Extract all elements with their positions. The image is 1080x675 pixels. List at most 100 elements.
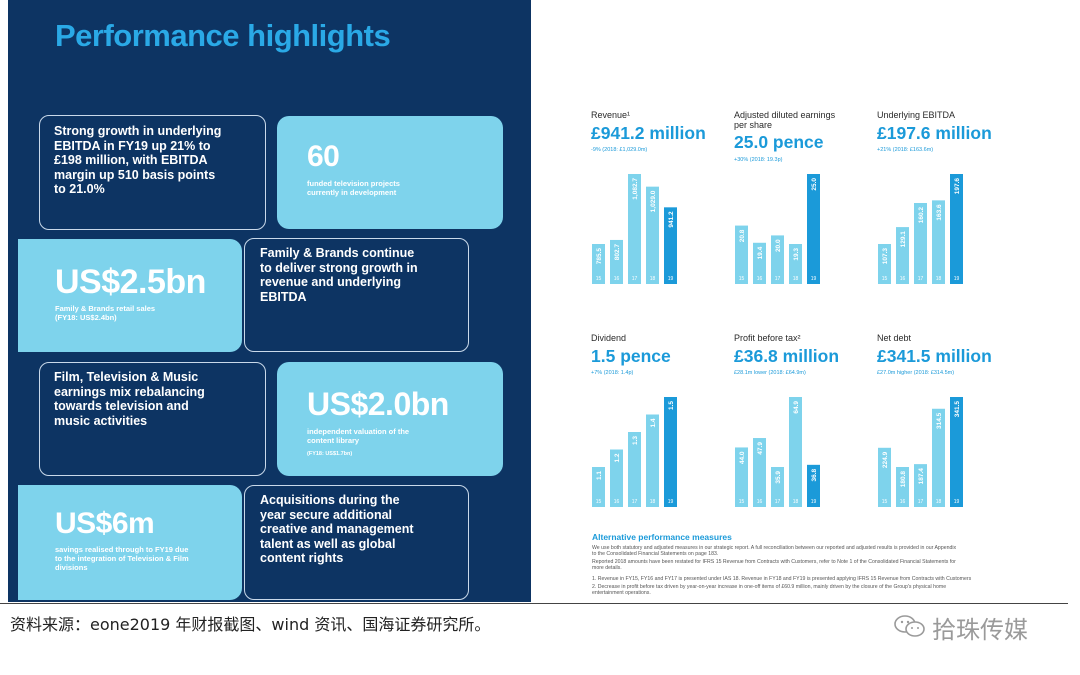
bar (896, 227, 909, 284)
savings-caption: savings realised through to FY19 due to … (55, 545, 189, 572)
acquisitions-text: Acquisitions during the year secure addi… (260, 493, 414, 565)
bar-year-label: 16 (614, 276, 620, 282)
bar-value-label: 1.2 (614, 453, 621, 462)
chart-headline-value: 25.0 pence (734, 132, 824, 152)
chart-change-note: +30% (2018: 19.3p) (734, 157, 783, 163)
chart-title: Underlying EBITDA (877, 110, 956, 120)
bar-current-year (950, 397, 963, 507)
bar-value-label: 1.3 (632, 436, 639, 445)
bar (735, 225, 748, 284)
bar (932, 200, 945, 284)
bar-year-label: 15 (739, 499, 745, 505)
bar-plot: 1.1 15 1.2 16 1.3 17 1.4 18 1.5 19 (592, 397, 677, 507)
bar (878, 244, 891, 284)
ebitda-growth-box: Strong growth in underlying EBITDA in FY… (39, 115, 266, 230)
tv-projects-figure: 60 (307, 140, 340, 173)
chart-headline-value: £341.5 million (877, 346, 992, 366)
bar-year-label: 16 (757, 276, 763, 282)
bar-year-label: 16 (614, 499, 620, 505)
bar-value-label: 187.4 (918, 468, 925, 485)
bar-year-label: 17 (775, 276, 781, 282)
bar-year-label: 19 (811, 499, 817, 505)
bar (628, 174, 641, 284)
tv-projects-box: 60 funded television projects currently … (277, 116, 503, 229)
bar-value-label: 64.9 (793, 401, 800, 414)
bar-value-label: 1,082.7 (632, 178, 639, 200)
chart-headline-value: £197.6 million (877, 123, 992, 143)
bar-value-label: 341.5 (954, 401, 961, 418)
earnings-mix-box: Film, Television & Music earnings mix re… (39, 362, 266, 476)
bar-year-label: 15 (596, 276, 602, 282)
content-library-figure: US$2.0bn (307, 386, 449, 422)
bar-value-label: 19.4 (757, 246, 764, 259)
bar (896, 467, 909, 507)
bar-year-label: 17 (918, 499, 924, 505)
bar (592, 244, 605, 284)
retail-sales-caption: Family & Brands retail sales (FY18: US$2… (55, 304, 156, 322)
bar-value-label: 20.0 (775, 239, 782, 252)
bar-value-label: 20.8 (739, 229, 746, 242)
bar-year-label: 15 (739, 276, 745, 282)
family-brands-text: Family & Brands continue to deliver stro… (260, 246, 418, 304)
bar-value-label: 35.9 (775, 471, 782, 484)
retail-sales-figure: US$2.5bn (55, 263, 206, 301)
chart-headline-value: £36.8 million (734, 346, 840, 366)
bar-year-label: 19 (668, 276, 674, 282)
ebitda-growth-text: Strong growth in underlying EBITDA in FY… (54, 124, 222, 196)
bar-plot: 785.5 15 802.7 16 1,082.7 17 1,029.0 18 941.2 19 (592, 174, 677, 284)
apm-line: to the Consolidated Financial Statements… (592, 551, 719, 557)
bar-value-label: 1.1 (596, 471, 603, 480)
chart-title: Dividend (591, 333, 627, 343)
bar-current-year (950, 174, 963, 284)
savings-figure: US$6m (55, 507, 155, 540)
bar (789, 244, 802, 284)
retail-sales-box: US$2.5bn Family & Brands retail sales (F… (18, 239, 242, 352)
bar-year-label: 18 (650, 276, 656, 282)
chart-change-note: +7% (2018: 1.4p) (591, 370, 634, 376)
bar-year-label: 16 (900, 499, 906, 505)
bar-value-label: 224.9 (882, 451, 889, 468)
chart-title: Profit before tax² (734, 333, 801, 343)
bar (932, 408, 945, 507)
bar (592, 467, 605, 507)
bar-value-label: 107.3 (882, 248, 889, 265)
source-note: 资料来源：eone2019 年财报截图、wind 资讯、国海证券研究所。 (10, 615, 491, 634)
bar-year-label: 18 (793, 276, 799, 282)
bar-value-label: 197.6 (954, 178, 961, 195)
bar-year-label: 19 (954, 499, 960, 505)
bar-current-year (807, 174, 820, 284)
content-library-box: US$2.0bn independent valuation of the co… (277, 362, 503, 476)
bar-year-label: 15 (882, 499, 888, 505)
apm-line: We use both statutory and adjusted measu… (592, 545, 957, 551)
bar-plot: 20.8 15 19.4 16 20.0 17 19.3 18 25.0 19 (735, 174, 820, 284)
bar (646, 186, 659, 284)
bar (753, 242, 766, 284)
content-library-caption: independent valuation of the content lib… (307, 427, 410, 445)
highlights-panel: Performance highlights Strong growth in … (8, 0, 531, 602)
chart-change-note: £27.0m higher (2018: £314.5m) (877, 370, 955, 376)
earnings-mix-text: Film, Television & Music earnings mix re… (54, 370, 205, 428)
chart-change-note: -9% (2018: £1,029.0m) (591, 147, 648, 153)
bar-year-label: 16 (900, 276, 906, 282)
bar-value-label: 180.8 (900, 471, 907, 488)
bar-year-label: 17 (775, 499, 781, 505)
bar-current-year (664, 207, 677, 284)
bar-year-label: 17 (632, 499, 638, 505)
bar-year-label: 18 (650, 499, 656, 505)
chart-headline-value: £941.2 million (591, 123, 706, 143)
bar-year-label: 19 (811, 276, 817, 282)
apm-line: Reported 2018 amounts have been restated… (592, 559, 956, 565)
bar-current-year (807, 464, 820, 507)
bar-value-label: 163.6 (936, 204, 943, 221)
family-brands-box: Family & Brands continue to deliver stro… (244, 238, 469, 352)
bar-value-label: 47.9 (757, 442, 764, 455)
bar-value-label: 1.4 (650, 418, 657, 427)
bar (628, 432, 641, 507)
bar-value-label: 1.5 (668, 401, 675, 410)
footer-divider (0, 603, 1068, 604)
bar-value-label: 802.7 (614, 244, 621, 261)
bar-year-label: 19 (668, 499, 674, 505)
panel-title: Performance highlights (55, 18, 391, 53)
apm-line: more details. (592, 565, 622, 571)
bar-value-label: 36.8 (811, 468, 818, 481)
